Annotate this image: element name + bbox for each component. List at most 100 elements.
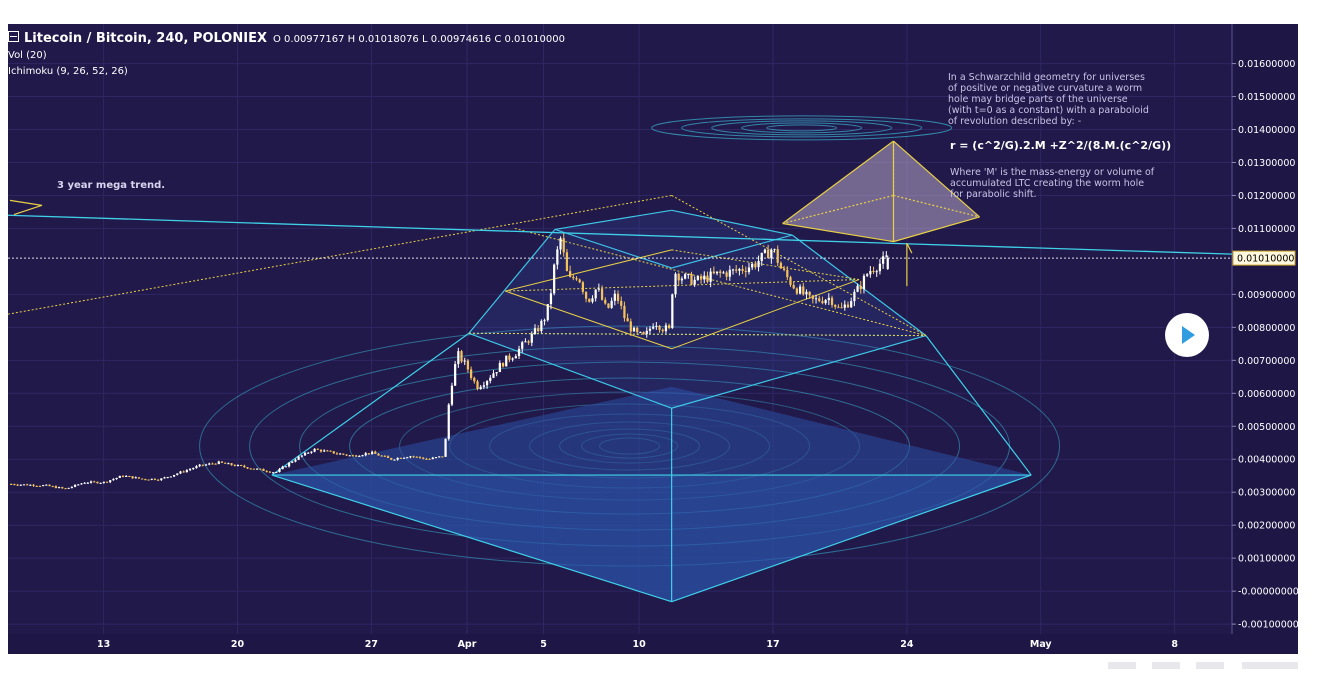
candle-body [485, 380, 489, 386]
diamond-edge [671, 209, 793, 236]
candle-body [57, 487, 61, 489]
candle-body [51, 486, 54, 488]
note2-line-2: accumulated LTC creating the worm hole [950, 178, 1144, 189]
candle-body [418, 456, 422, 458]
y-axis-labels: 0.01600000 0.01500000 0.01400000 0.01300000… [1232, 59, 1299, 631]
formula-text: r = (c^2/G).2.M +Z^2/(8.M.(c^2/G)) [950, 139, 1171, 152]
gold-edge [505, 249, 672, 292]
candle-body [38, 485, 42, 487]
candle-body [86, 482, 89, 484]
candle-body [584, 291, 588, 299]
candle-body [795, 288, 799, 294]
gold-pyramid-fill [782, 141, 980, 242]
candle-body [562, 238, 565, 253]
candle-body [454, 364, 457, 386]
candle-body [725, 272, 728, 277]
drawings-layer [7, 115, 1233, 603]
candle-body [450, 385, 454, 405]
x-tick-label: 24 [900, 639, 914, 650]
candle-body [383, 455, 386, 457]
candle-body [661, 329, 664, 332]
candle-body [540, 320, 543, 332]
candle-body [386, 456, 390, 458]
candle-body [703, 275, 706, 280]
gold-edge [505, 290, 672, 350]
candle-body [658, 325, 661, 330]
indicator-vol[interactable]: Vol (20) [8, 50, 47, 61]
candle-body [814, 298, 818, 300]
diamond-edge [671, 234, 793, 269]
candle-body [319, 449, 323, 452]
pyramid-front-fill [271, 475, 1032, 602]
candle-body [179, 471, 182, 474]
play-button[interactable] [1165, 313, 1209, 357]
candle-body [827, 297, 830, 301]
candle-body [699, 276, 703, 280]
candle-body [862, 275, 866, 290]
candle-body [709, 271, 712, 282]
price-axis[interactable] [1232, 24, 1298, 654]
candle-body [217, 461, 220, 465]
candle-body [211, 463, 214, 465]
candle-body [93, 481, 96, 483]
candle-body [370, 451, 374, 454]
candle-body [275, 472, 278, 474]
candle-body [581, 282, 585, 292]
candle-body [227, 463, 230, 465]
time-axis[interactable] [8, 634, 1232, 654]
pyramid-edge [271, 332, 470, 476]
candle-body [677, 273, 680, 281]
candle-body [278, 469, 281, 473]
mega-trend-line [7, 214, 1233, 255]
candle-body [374, 451, 377, 454]
y-tick-label: 0.01600000 [1238, 59, 1295, 70]
y-tick-label: 0.00400000 [1238, 455, 1295, 466]
candle-body [169, 476, 173, 478]
indicator-ichimoku[interactable]: Ichimoku (9, 26, 52, 26) [8, 66, 128, 77]
gold-trend-dotted [7, 194, 672, 315]
y-tick-label: 0.00900000 [1238, 290, 1295, 301]
candle-body [201, 464, 204, 466]
candle-body [645, 330, 648, 335]
candle-body [741, 268, 744, 271]
candle-body [291, 461, 294, 463]
candles-layer [10, 233, 889, 490]
y-tick-label: 0.00800000 [1238, 323, 1295, 334]
candle-body [13, 484, 16, 486]
trend-label: 3 year mega trend. [57, 180, 165, 191]
candle-body [22, 484, 26, 486]
candle-body [549, 293, 553, 305]
x-tick-label: 27 [365, 639, 378, 650]
candle-body [872, 270, 875, 272]
candle-body [834, 304, 837, 307]
candle-body [652, 326, 655, 329]
candle-body [355, 455, 358, 457]
symbol-title[interactable]: Litecoin / Bitcoin, 240, POLONIEX [24, 31, 267, 46]
candle-body [636, 327, 639, 333]
candle-body [824, 300, 827, 304]
candle-body [163, 477, 166, 479]
candle-body [182, 471, 185, 473]
candle-body [316, 448, 319, 450]
candle-body [757, 261, 760, 268]
collapse-icon[interactable] [8, 31, 19, 42]
candle-body [731, 269, 735, 271]
y-tick-label: 0.00100000 [1238, 554, 1295, 565]
candle-body [156, 479, 160, 481]
y-tick-label: 0.00600000 [1238, 389, 1295, 400]
candle-body [546, 304, 549, 321]
candle-body [131, 476, 134, 479]
candle-body [859, 285, 862, 290]
candle-body [80, 483, 83, 485]
candle-body [10, 483, 13, 485]
candle-body [64, 488, 67, 490]
candle-body [786, 270, 789, 278]
y-tick-label: 0.01500000 [1238, 92, 1295, 103]
x-tick-label: 17 [766, 639, 779, 650]
candle-body [505, 355, 508, 367]
candle-body [639, 331, 642, 333]
candle-body [128, 475, 131, 477]
candle-body [514, 356, 517, 359]
